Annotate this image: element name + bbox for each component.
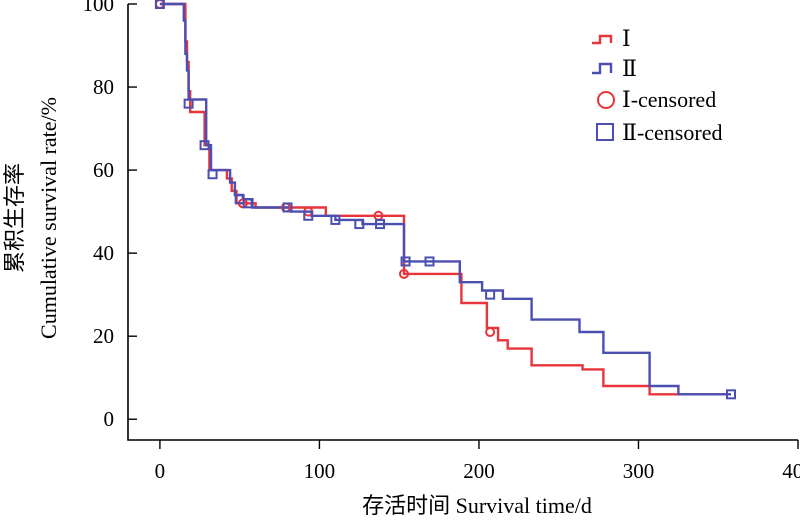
y-tick-label: 100 [83,0,115,16]
x-axis-title: 存活时间 Survival time/d [362,493,592,518]
censored-marker-square [303,210,314,221]
censored-marker-circle [485,327,496,338]
censored-marker-square [282,202,293,213]
y-tick-label: 80 [93,75,114,99]
axes: 0 100 200 300 400 0 20 40 60 80 100 [83,0,800,483]
legend: Ⅰ Ⅱ Ⅰ-censored Ⅱ-censored [592,26,722,145]
x-tick-label: 400 [782,459,800,483]
censored-marker-square [400,256,411,267]
legend-label-series2: Ⅱ [622,56,637,81]
y-tick-label: 0 [104,407,115,431]
censored-marker-square [207,169,218,180]
axis-frame [127,4,798,441]
censored-markers [154,0,736,400]
x-tick-label: 0 [155,459,166,483]
censored-marker-square [154,0,165,9]
legend-swatch-series2 [592,62,613,75]
legend-swatch-censored-circle [597,91,615,109]
censored-marker-square [183,98,194,109]
y-axis-title-cn: 累积生存率 [2,163,27,273]
censored-marker-square [242,198,253,209]
legend-swatch-censored-square [596,123,614,141]
legend-label-censored2: Ⅱ-censored [622,120,722,145]
x-tick-label: 100 [304,459,336,483]
y-tick-label: 60 [93,158,114,182]
censored-marker-square [424,256,435,267]
censored-marker-square [330,214,341,225]
censored-marker-circle [398,268,409,279]
censored-marker-square [726,389,736,400]
censored-marker-square [485,289,496,300]
legend-label-series1: Ⅰ [622,26,631,51]
legend-label-censored1: Ⅰ-censored [622,87,716,112]
axis-titles: 存活时间 Survival time/d 累积生存率 Cumulative su… [2,97,592,518]
censored-marker-square [354,219,365,230]
y-axis-title-en: Cumulative survival rate/% [36,97,61,339]
legend-swatch-series1 [592,34,613,45]
x-tick-label: 300 [623,459,655,483]
censored-marker-square [375,219,386,230]
censored-marker-square [199,140,210,151]
x-tick-label: 200 [463,459,495,483]
y-tick-label: 20 [93,324,114,348]
y-tick-label: 40 [93,241,114,265]
